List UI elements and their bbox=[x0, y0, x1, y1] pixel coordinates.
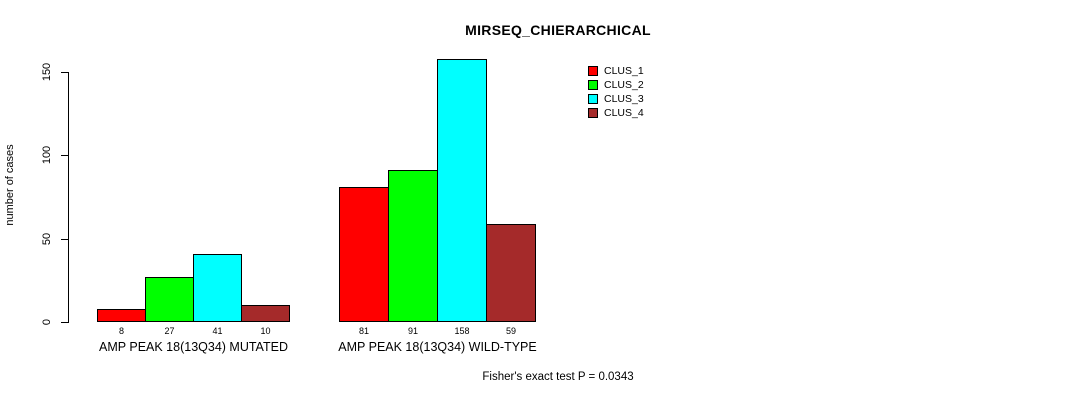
bar-value-label: 91 bbox=[407, 326, 418, 336]
x-category-label: AMP PEAK 18(13Q34) MUTATED bbox=[99, 340, 288, 354]
x-category-label: AMP PEAK 18(13Q34) WILD-TYPE bbox=[338, 340, 537, 354]
legend-label: CLUS_1 bbox=[604, 65, 644, 77]
chart-title: MIRSEQ_CHIERARCHICAL bbox=[465, 22, 651, 38]
y-tick-label: 0 bbox=[41, 318, 53, 326]
legend-item: CLUS_2 bbox=[588, 78, 644, 92]
legend-item: CLUS_4 bbox=[588, 106, 644, 120]
legend-label: CLUS_3 bbox=[604, 93, 644, 105]
legend-item: CLUS_3 bbox=[588, 92, 644, 106]
y-tick bbox=[61, 239, 68, 240]
legend-label: CLUS_2 bbox=[604, 79, 644, 91]
y-tick-label: 150 bbox=[41, 62, 53, 82]
bar-clus_3-group1 bbox=[193, 254, 242, 322]
bar-clus_2-group2 bbox=[388, 170, 438, 322]
bar-clus_1-group2 bbox=[339, 187, 389, 322]
bar-clus_4-group2 bbox=[486, 224, 536, 322]
bar-value-label: 41 bbox=[212, 326, 223, 336]
bar-clus_1-group1 bbox=[97, 309, 146, 322]
bar-value-label: 27 bbox=[164, 326, 175, 336]
y-tick-label: 50 bbox=[41, 232, 53, 246]
y-tick bbox=[61, 155, 68, 156]
bar-value-label: 158 bbox=[454, 326, 470, 336]
bar-value-label: 81 bbox=[358, 326, 369, 336]
legend-label: CLUS_4 bbox=[604, 107, 644, 119]
bar-clus_2-group1 bbox=[145, 277, 194, 322]
bar-value-label: 8 bbox=[118, 326, 124, 336]
legend: CLUS_1 CLUS_2 CLUS_3 CLUS_4 bbox=[588, 64, 644, 120]
bar-value-label: 10 bbox=[260, 326, 271, 336]
legend-swatch-icon bbox=[588, 94, 598, 104]
y-tick-label: 100 bbox=[41, 145, 53, 165]
bar-clus_3-group2 bbox=[437, 59, 487, 322]
legend-swatch-icon bbox=[588, 66, 598, 76]
y-tick bbox=[61, 72, 68, 73]
legend-swatch-icon bbox=[588, 108, 598, 118]
legend-item: CLUS_1 bbox=[588, 64, 644, 78]
y-axis-line bbox=[68, 72, 69, 323]
bar-clus_4-group1 bbox=[241, 305, 290, 322]
legend-swatch-icon bbox=[588, 80, 598, 90]
fisher-test-annotation: Fisher's exact test P = 0.0343 bbox=[482, 371, 634, 383]
y-axis-label: number of cases bbox=[4, 144, 16, 226]
y-tick bbox=[61, 322, 68, 323]
bar-value-label: 59 bbox=[505, 326, 516, 336]
